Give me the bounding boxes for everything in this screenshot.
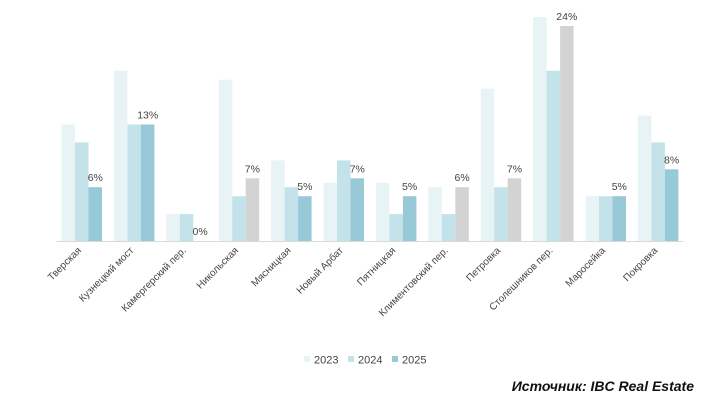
bar-2025-11 bbox=[612, 196, 626, 241]
legend-swatch-2025 bbox=[392, 356, 398, 362]
data-label-9: 7% bbox=[507, 163, 522, 175]
source-note: Источник: IBC Real Estate bbox=[511, 378, 694, 394]
bar-2024-10 bbox=[546, 70, 561, 241]
bar-2023-7 bbox=[375, 182, 390, 241]
category-label-4: Никольская bbox=[195, 245, 241, 291]
category-label-5: Мясницкая bbox=[250, 245, 294, 289]
bar-2023-11 bbox=[585, 196, 599, 241]
legend-swatch-2023 bbox=[304, 356, 310, 362]
bar-2025-2 bbox=[140, 124, 155, 241]
bars-group bbox=[61, 17, 679, 241]
bar-2025-7 bbox=[402, 196, 417, 241]
category-label-11: Маросейка bbox=[564, 245, 608, 289]
bar-2024-12 bbox=[651, 142, 665, 241]
legend-label-2023: 2023 bbox=[314, 355, 338, 367]
data-label-2: 13% bbox=[137, 110, 158, 122]
legend-swatch-2024 bbox=[348, 356, 354, 362]
legend-label-2025: 2025 bbox=[402, 355, 426, 367]
bar-2024-5 bbox=[284, 187, 299, 241]
bar-2024-7 bbox=[389, 214, 403, 241]
bar-2023-3 bbox=[166, 214, 180, 241]
category-label-6: Новый Арбат bbox=[294, 244, 346, 296]
bar-2024-6 bbox=[337, 160, 351, 241]
bar-2025-9 bbox=[507, 178, 522, 241]
legend-item-2025[interactable]: 2025 bbox=[392, 355, 426, 367]
data-labels-group: 6% 13% 0% 7% 5% 7% 5% 6% 7% 24% 5% 8% bbox=[88, 11, 679, 238]
data-label-1: 6% bbox=[88, 172, 103, 184]
bar-2025-5 bbox=[298, 196, 312, 241]
bar-2024-8 bbox=[441, 214, 456, 241]
legend-item-2024[interactable]: 2024 bbox=[348, 355, 382, 367]
data-label-10: 24% bbox=[556, 11, 577, 23]
data-label-4: 7% bbox=[245, 163, 260, 175]
bar-2025-8 bbox=[455, 187, 469, 241]
bar-2024-11 bbox=[599, 196, 613, 241]
bar-2024-3 bbox=[179, 214, 194, 241]
bar-2024-1 bbox=[75, 142, 89, 241]
legend[interactable]: 2023 2024 2025 bbox=[304, 355, 426, 367]
category-label-9: Петровка bbox=[464, 245, 503, 284]
bar-2023-6 bbox=[323, 182, 337, 241]
category-label-7: Пятницкая bbox=[355, 245, 398, 288]
data-label-11: 5% bbox=[612, 181, 627, 193]
data-label-5: 5% bbox=[297, 181, 312, 193]
bar-2023-8 bbox=[428, 187, 442, 241]
bar-2023-2 bbox=[113, 70, 128, 241]
data-label-3: 0% bbox=[193, 226, 208, 238]
bar-2023-4 bbox=[218, 79, 233, 241]
data-label-7: 5% bbox=[402, 181, 417, 193]
bar-2025-6 bbox=[350, 178, 364, 241]
bar-2025-10 bbox=[560, 26, 574, 241]
bar-2024-2 bbox=[127, 124, 141, 241]
legend-item-2023[interactable]: 2023 bbox=[304, 355, 338, 367]
category-label-1: Тверская bbox=[46, 245, 84, 283]
category-label-2: Кузнецкий мост bbox=[77, 245, 136, 304]
data-label-8: 6% bbox=[455, 172, 470, 184]
bar-2024-4 bbox=[232, 196, 246, 241]
bar-2023-12 bbox=[637, 115, 652, 241]
bar-2023-1 bbox=[61, 124, 75, 241]
bar-2023-10 bbox=[533, 17, 547, 241]
bar-2023-5 bbox=[271, 160, 285, 241]
bar-2025-1 bbox=[88, 187, 102, 241]
bar-2025-4 bbox=[245, 178, 260, 241]
legend-label-2024: 2024 bbox=[358, 355, 382, 367]
bar-2024-9 bbox=[494, 187, 508, 241]
data-label-12: 8% bbox=[664, 154, 679, 166]
bar-2025-12 bbox=[664, 169, 679, 241]
category-label-12: Покровка bbox=[622, 245, 661, 284]
data-label-6: 7% bbox=[350, 163, 365, 175]
bar-2023-9 bbox=[480, 88, 495, 241]
